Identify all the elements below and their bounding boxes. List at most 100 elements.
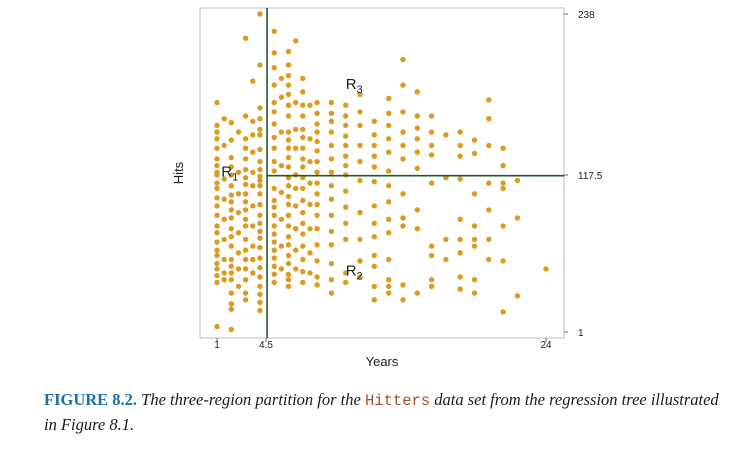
data-point-189 [300,126,306,133]
data-point-270 [371,142,377,149]
data-point-231 [328,118,335,125]
data-point-260 [357,122,363,129]
data-point-313 [414,226,420,232]
data-point-248 [343,142,349,149]
data-point-356 [500,223,506,229]
region-label-2: R2 [346,263,363,283]
data-point-293 [386,283,392,290]
data-point-329 [457,142,463,149]
data-point-236 [328,183,335,189]
data-point-312 [414,207,420,213]
data-point-181 [293,203,299,209]
data-point-347 [486,142,492,149]
data-point-66 [242,145,249,151]
data-point-111 [257,244,263,251]
data-point-45 [228,215,234,221]
data-point-205 [307,136,313,142]
data-point-102 [257,173,263,180]
data-point-187 [300,102,306,108]
data-point-360 [514,215,521,221]
data-point-344 [471,290,478,296]
data-point-246 [343,122,349,129]
data-point-31 [221,216,227,222]
data-point-81 [242,290,249,296]
data-point-0 [214,323,220,330]
data-point-292 [386,277,392,283]
data-point-114 [257,274,263,280]
data-point-86 [250,149,256,155]
data-point-339 [471,191,478,197]
data-point-96 [257,116,263,122]
data-point-30 [221,196,227,202]
data-point-217 [314,148,320,154]
data-point-2 [257,11,263,17]
data-point-80 [242,277,249,283]
data-point-301 [400,191,406,197]
data-point-87 [250,169,256,175]
data-point-53 [228,290,234,296]
data-point-279 [371,283,377,290]
data-point-5 [214,122,220,129]
x-axis: 1 4.5 24 Years [214,338,552,369]
data-point-226 [314,258,320,264]
data-point-129 [271,168,277,174]
data-point-350 [486,236,492,243]
data-point-359 [514,177,521,184]
data-point-93 [250,270,256,276]
data-point-283 [386,122,392,129]
data-point-361 [514,293,521,299]
data-point-104 [257,183,263,189]
data-point-161 [285,164,292,170]
data-point-289 [386,216,392,222]
data-point-243 [328,290,335,296]
data-point-152 [285,73,292,79]
data-point-195 [300,185,306,192]
data-point-278 [371,263,377,269]
data-point-357 [500,258,506,264]
data-point-198 [300,220,306,226]
data-point-67 [242,156,249,162]
data-point-281 [386,95,392,102]
data-point-241 [328,260,335,267]
data-point-126 [271,134,277,141]
data-point-155 [285,102,292,108]
y-tick-2-label: 117.5 [578,171,603,182]
data-point-216 [314,138,320,145]
data-point-295 [400,56,406,63]
data-point-153 [285,82,292,88]
data-point-297 [400,109,406,115]
data-point-7 [214,136,220,142]
data-point-224 [314,226,320,232]
data-point-101 [257,166,263,173]
data-point-345 [486,97,492,103]
data-point-287 [386,183,392,189]
data-point-204 [307,102,313,108]
data-point-112 [257,255,263,261]
data-point-136 [271,239,277,245]
data-point-113 [257,264,263,271]
data-point-73 [242,207,249,213]
data-point-77 [242,247,249,253]
data-point-208 [307,201,313,208]
data-point-349 [486,207,492,213]
data-point-124 [271,109,277,115]
data-point-315 [428,113,435,119]
data-point-199 [300,231,306,237]
data-point-46 [228,226,234,232]
data-point-268 [371,118,377,125]
data-point-168 [285,234,292,240]
data-point-355 [500,185,506,192]
data-point-74 [242,216,249,222]
data-point-19 [214,230,220,236]
data-point-336 [457,286,463,292]
data-point-84 [250,118,256,125]
data-point-88 [250,183,256,189]
data-point-265 [357,236,363,243]
data-point-338 [471,150,478,157]
data-point-44 [228,207,234,213]
data-point-20 [214,239,220,245]
data-point-48 [228,243,234,249]
data-point-62 [235,266,242,272]
data-point-176 [293,99,299,106]
data-point-228 [314,282,320,288]
